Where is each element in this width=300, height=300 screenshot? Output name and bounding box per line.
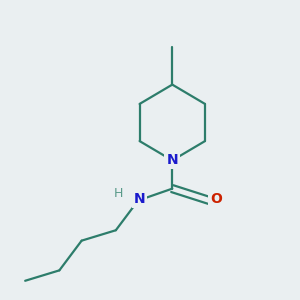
Text: O: O (210, 192, 222, 206)
Text: N: N (134, 192, 146, 206)
Text: N: N (167, 153, 178, 167)
Text: H: H (114, 187, 124, 200)
